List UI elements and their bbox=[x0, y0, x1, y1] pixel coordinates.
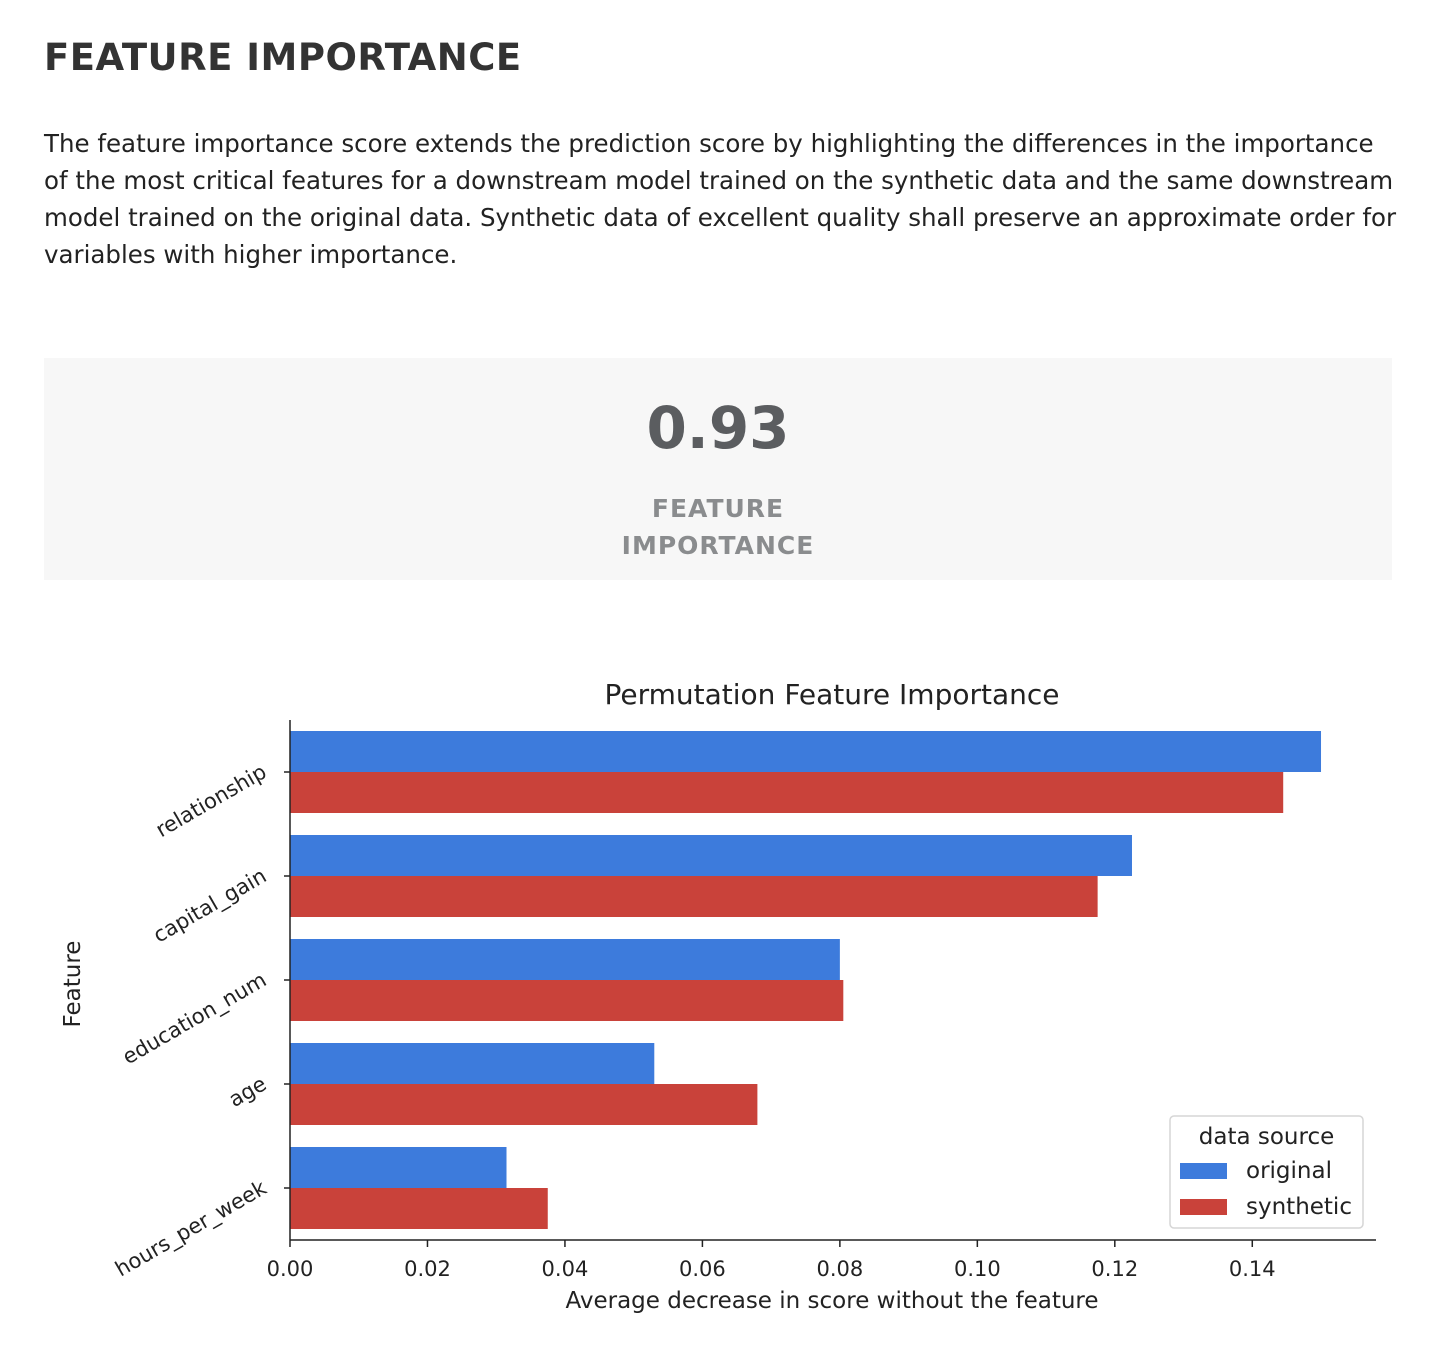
x-tick-label-2: 0.04 bbox=[542, 1257, 589, 1281]
x-tick-label-0: 0.00 bbox=[267, 1257, 314, 1281]
y-tick-label-education_num: education_num bbox=[118, 968, 271, 1071]
x-tick-label-6: 0.12 bbox=[1091, 1257, 1138, 1281]
x-tick-label-4: 0.08 bbox=[816, 1257, 863, 1281]
y-tick-label-age: age bbox=[225, 1072, 271, 1112]
chart-title: Permutation Feature Importance bbox=[605, 678, 1060, 711]
section-description: The feature importance score extends the… bbox=[44, 129, 1397, 269]
legend-label-original: original bbox=[1246, 1158, 1332, 1184]
legend-swatch-synthetic bbox=[1180, 1199, 1227, 1215]
bar-original-age bbox=[290, 1043, 655, 1084]
y-axis-label: Feature bbox=[60, 941, 86, 1028]
y-tick-label-relationship: relationship bbox=[152, 760, 271, 843]
x-tick-label-3: 0.06 bbox=[679, 1257, 726, 1281]
bar-synthetic-education_num bbox=[290, 980, 844, 1021]
legend-title: data source bbox=[1199, 1124, 1335, 1150]
y-tick-label-hours_per_week: hours_per_week bbox=[111, 1175, 272, 1282]
bar-synthetic-hours_per_week bbox=[290, 1188, 548, 1229]
bar-original-hours_per_week bbox=[290, 1147, 507, 1188]
y-tick-label-capital_gain: capital_gain bbox=[149, 864, 271, 949]
x-tick-label-5: 0.10 bbox=[954, 1257, 1001, 1281]
bar-original-relationship bbox=[290, 731, 1322, 772]
bar-original-capital_gain bbox=[290, 835, 1132, 876]
score-label: FEATURE IMPORTANCE bbox=[621, 494, 815, 560]
x-axis-label: Average decrease in score without the fe… bbox=[565, 1288, 1098, 1314]
score-card: 0.93 FEATURE IMPORTANCE bbox=[44, 358, 1392, 580]
x-tick-label-7: 0.14 bbox=[1229, 1257, 1276, 1281]
bar-synthetic-age bbox=[290, 1084, 758, 1125]
bars-layer bbox=[290, 731, 1322, 1229]
legend-swatch-original bbox=[1180, 1163, 1227, 1179]
section-title: FEATURE IMPORTANCE bbox=[44, 36, 522, 79]
bar-synthetic-relationship bbox=[290, 772, 1284, 813]
bar-original-education_num bbox=[290, 939, 840, 980]
score-value: 0.93 bbox=[646, 394, 790, 462]
permutation-importance-chart: Permutation Feature Importance relations… bbox=[0, 640, 1430, 1340]
chart-svg: Permutation Feature Importance relations… bbox=[60, 678, 1376, 1314]
bar-synthetic-capital_gain bbox=[290, 876, 1098, 917]
legend-label-synthetic: synthetic bbox=[1246, 1194, 1352, 1220]
legend: data source original synthetic bbox=[1169, 1115, 1364, 1229]
x-tick-label-1: 0.02 bbox=[404, 1257, 451, 1281]
